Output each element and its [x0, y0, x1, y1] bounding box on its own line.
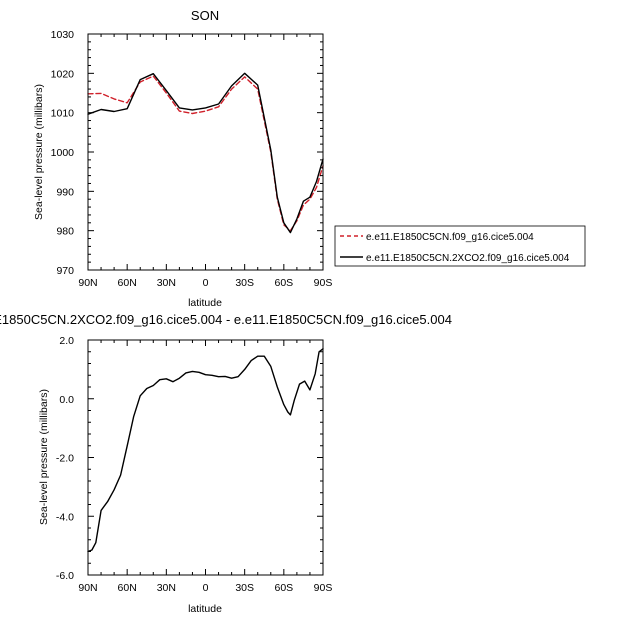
- top-chart-title: SON: [191, 8, 219, 23]
- bottom-x-tick-label: 90S: [314, 582, 333, 594]
- top-series-line-0: [87, 75, 324, 232]
- top-plot-frame: [87, 33, 324, 271]
- bottom-x-tick-label: 60N: [118, 582, 137, 594]
- bottom-chart-title: e.e11.E1850C5CN.2XCO2.f09_g16.cice5.004 …: [0, 312, 452, 327]
- bottom-y-tick-label: -6.0: [56, 570, 74, 582]
- top-y-tick-label: 1010: [51, 108, 75, 120]
- bottom-x-tick-label: 90N: [78, 582, 97, 594]
- top-y-tick-label: 1020: [51, 68, 75, 80]
- top-y-tick-label: 970: [56, 265, 74, 277]
- legend: e.e11.E1850C5CN.f09_g16.cice5.004 e.e11.…: [334, 225, 586, 267]
- top-y-tick-label: 1000: [51, 147, 75, 159]
- legend-label-2xco2: e.e11.E1850C5CN.2XCO2.f09_g16.cice5.004: [366, 253, 570, 264]
- top-y-tick-label: 990: [56, 186, 74, 198]
- bottom-x-tick-label: 60S: [274, 582, 293, 594]
- bottom-series-line-0: [87, 348, 324, 553]
- top-plot-marks: [87, 72, 324, 234]
- bottom-y-tick-label: -2.0: [56, 453, 74, 465]
- top-y-axis-title: Sea-level pressure (millibars): [33, 84, 45, 220]
- bottom-x-tick-label: 0: [203, 582, 209, 594]
- bottom-y-tick-label: -4.0: [56, 511, 74, 523]
- legend-box: [334, 225, 586, 267]
- top-x-tick-label: 0: [203, 277, 209, 289]
- top-x-tick-label: 60N: [118, 277, 137, 289]
- top-x-tick-label: 30S: [235, 277, 254, 289]
- bottom-plot-marks: [87, 348, 324, 553]
- bottom-y-axis-title: Sea-level pressure (millibars): [38, 389, 50, 525]
- bottom-axes: 90N 60N 30N 0 30S 60S 90S -6.0 -4.0 -2.0 0.0 2.0: [56, 335, 332, 594]
- bottom-y-tick-label: 0.0: [59, 394, 74, 406]
- top-x-axis-title: latitude: [188, 297, 222, 309]
- legend-label-control: e.e11.E1850C5CN.f09_g16.cice5.004: [366, 232, 534, 243]
- top-x-tick-label: 30N: [157, 277, 176, 289]
- top-axes: 90N 60N 30N 0 30S 60S 90S 970 980 990 1000 1010 1020…: [51, 29, 333, 289]
- bottom-x-axis-title: latitude: [188, 603, 222, 615]
- bottom-y-tick-label: 2.0: [59, 335, 74, 347]
- bottom-panel: e.e11.E1850C5CN.2XCO2.f09_g16.cice5.004 …: [0, 312, 452, 615]
- top-y-tick-label: 980: [56, 226, 74, 238]
- bottom-x-tick-label: 30N: [157, 582, 176, 594]
- top-x-tick-label: 90S: [314, 277, 333, 289]
- top-x-tick-label: 90N: [78, 277, 97, 289]
- top-series-line-1: [87, 72, 324, 234]
- top-panel: SON 90N 60N 30N 0 30S 60S 90S 970 980 990 1000 1010…: [33, 8, 332, 309]
- top-y-tick-label: 1030: [51, 29, 75, 41]
- top-x-tick-label: 60S: [274, 277, 293, 289]
- bottom-x-tick-label: 30S: [235, 582, 254, 594]
